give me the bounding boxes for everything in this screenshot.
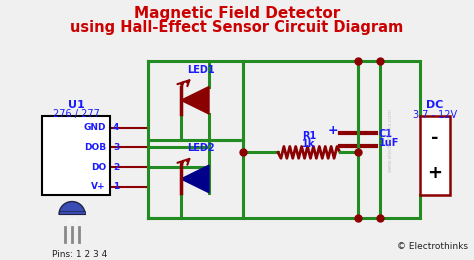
- Text: +: +: [328, 124, 338, 137]
- Bar: [420, 116, 450, 195]
- Text: Pins: 1 2 3 4: Pins: 1 2 3 4: [52, 250, 107, 259]
- Text: GND: GND: [83, 123, 106, 132]
- Text: LED2: LED2: [187, 143, 215, 153]
- Text: 3: 3: [113, 143, 119, 152]
- Text: 1k: 1k: [302, 139, 316, 150]
- Text: 4: 4: [113, 123, 119, 132]
- Text: © Electrothinks: © Electrothinks: [397, 242, 468, 251]
- Text: LED1: LED1: [187, 65, 215, 75]
- Text: DC: DC: [426, 100, 444, 110]
- Text: DOB: DOB: [84, 143, 106, 152]
- Wedge shape: [59, 202, 85, 214]
- Text: 3.7 - 12V: 3.7 - 12V: [413, 110, 457, 120]
- Text: 1: 1: [113, 182, 119, 191]
- Text: U1: U1: [68, 100, 84, 110]
- Text: C1: C1: [379, 129, 393, 139]
- Text: 2: 2: [113, 163, 119, 172]
- Bar: [59, 211, 85, 214]
- Text: -: -: [431, 129, 439, 147]
- Text: 276 / 277: 276 / 277: [53, 109, 100, 119]
- Polygon shape: [181, 87, 209, 114]
- Text: www.electrothinks.com: www.electrothinks.com: [388, 108, 392, 172]
- Text: using Hall-Effect Sensor Circuit Diagram: using Hall-Effect Sensor Circuit Diagram: [70, 20, 404, 35]
- Text: +: +: [428, 164, 443, 182]
- Text: 276: 276: [67, 219, 77, 224]
- Text: 1uF: 1uF: [379, 138, 400, 148]
- Bar: [42, 116, 110, 195]
- Text: V+: V+: [91, 182, 106, 191]
- Text: R1: R1: [302, 131, 316, 141]
- Text: Magnetic Field Detector: Magnetic Field Detector: [134, 6, 340, 21]
- Text: DO: DO: [91, 163, 106, 172]
- Polygon shape: [181, 165, 209, 193]
